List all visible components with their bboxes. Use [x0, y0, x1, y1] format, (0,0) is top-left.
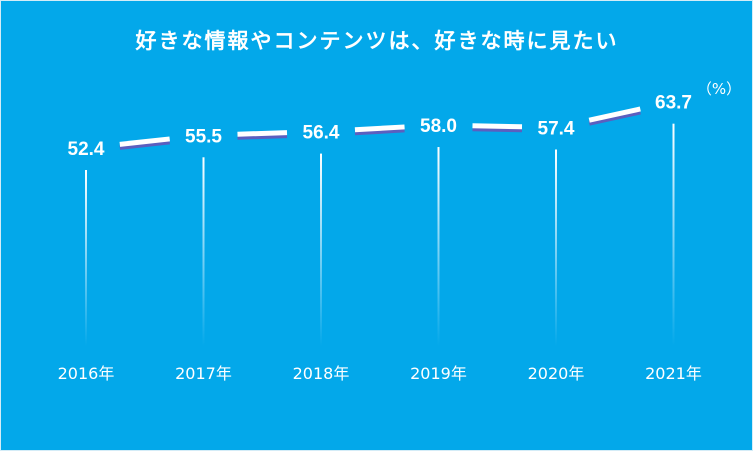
guide-line — [320, 153, 322, 346]
line-segment-shadow — [119, 139, 170, 150]
data-label: 63.7 — [655, 93, 692, 114]
line-segment — [472, 123, 523, 130]
guide-line — [85, 170, 87, 346]
data-label: 57.4 — [538, 119, 575, 140]
line-segment-shadow — [588, 109, 641, 126]
x-tick-label: 2018年 — [293, 364, 350, 383]
value-labels: 52.4 55.5 56.4 58.0 57.4 63.7 — [68, 93, 692, 160]
line-segment — [354, 124, 405, 133]
guide-lines — [85, 123, 675, 346]
x-tick-label: 2017年 — [175, 364, 232, 383]
line-segment — [119, 136, 170, 147]
guide-line — [202, 157, 205, 346]
guide-line — [672, 123, 675, 346]
series-line — [119, 106, 641, 150]
line-segment — [588, 106, 641, 123]
data-label: 58.0 — [420, 116, 457, 137]
x-tick-label: 2016年 — [58, 364, 115, 383]
line-segment-shadow — [237, 133, 288, 140]
data-label: 56.4 — [303, 123, 340, 144]
chart-title: 好きな情報やコンテンツは、好きな時に見たい — [135, 29, 619, 53]
x-tick-label: 2019年 — [410, 364, 467, 383]
x-tick-label: 2020年 — [528, 364, 585, 383]
line-segment-shadow — [354, 127, 405, 136]
x-axis-ticks: 2016年 2017年 2018年 2019年 2020年 2021年 — [58, 364, 702, 383]
guide-line — [437, 147, 440, 346]
data-label: 55.5 — [185, 126, 222, 147]
guide-line — [555, 149, 557, 346]
x-tick-label: 2021年 — [645, 364, 702, 383]
unit-label: （%） — [697, 80, 741, 98]
line-segment-shadow — [472, 126, 523, 133]
line-segment — [237, 130, 288, 137]
data-label: 52.4 — [68, 139, 105, 160]
